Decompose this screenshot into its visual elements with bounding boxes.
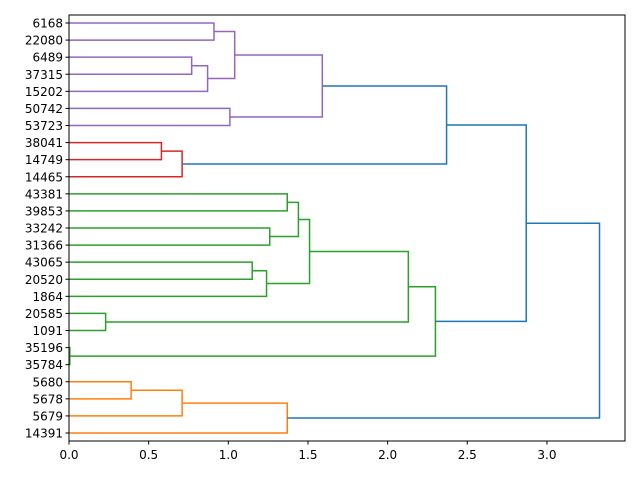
x-axis-ticks: 0.0 0.5 1.0 1.5 2.0 2.5 3.0 xyxy=(59,441,556,462)
leaf-label: 14749 xyxy=(25,153,63,167)
leaf-labels: 6168 22080 6489 37315 15202 50742 53723 38041 14… xyxy=(25,17,69,441)
leaf-label: 35196 xyxy=(25,341,63,355)
leaf-label: 5678 xyxy=(32,392,63,406)
leaf-label: 38041 xyxy=(25,136,63,150)
leaf-label: 15202 xyxy=(25,85,63,99)
leaf-label: 43381 xyxy=(25,187,63,201)
dendrogram-link xyxy=(69,22,215,41)
dendrogram-link xyxy=(182,85,448,165)
x-tick-label: 0.0 xyxy=(59,448,78,462)
dendrogram-link xyxy=(266,218,311,285)
leaf-label: 1864 xyxy=(32,290,63,304)
leaf-label: 31366 xyxy=(25,239,63,253)
dendrogram-link xyxy=(69,227,271,246)
dendrogram-link xyxy=(69,64,209,93)
leaf-label: 14465 xyxy=(25,170,63,184)
leaf-label: 5679 xyxy=(32,409,63,423)
leaf-label: 20585 xyxy=(25,307,63,321)
leaf-label: 43065 xyxy=(25,256,63,270)
leaf-label: 14391 xyxy=(25,427,63,441)
leaf-label: 33242 xyxy=(25,222,63,236)
x-tick-label: 1.0 xyxy=(219,448,238,462)
dendrogram-link xyxy=(105,250,410,323)
x-tick-label: 0.5 xyxy=(139,448,158,462)
leaf-label: 37315 xyxy=(25,68,63,82)
dendrogram-link xyxy=(287,222,601,419)
dendrogram-link xyxy=(69,285,437,357)
leaf-label: 20520 xyxy=(25,273,63,287)
leaf-label: 35784 xyxy=(25,358,63,372)
dendrogram-link xyxy=(435,124,527,323)
leaf-label: 5680 xyxy=(32,375,63,389)
x-tick-label: 2.5 xyxy=(458,448,477,462)
leaf-label: 53723 xyxy=(25,119,63,133)
leaf-label: 50742 xyxy=(25,102,63,116)
leaf-label: 39853 xyxy=(25,204,63,218)
dendrogram-link xyxy=(69,107,231,127)
dendrogram-link xyxy=(69,261,253,280)
dendrogram-link xyxy=(207,30,236,80)
dendrogram-link xyxy=(229,54,324,118)
dendrogram-link xyxy=(69,402,289,434)
leaf-label: 6168 xyxy=(32,17,63,31)
dendrogram-link xyxy=(69,150,183,178)
x-tick-label: 3.0 xyxy=(537,448,556,462)
dendrogram-links xyxy=(69,22,601,434)
x-tick-label: 1.5 xyxy=(298,448,317,462)
leaf-label: 22080 xyxy=(25,34,63,48)
dendrogram-link xyxy=(69,389,183,417)
leaf-label: 6489 xyxy=(32,51,63,65)
leaf-label: 1091 xyxy=(32,324,63,338)
dendrogram-link xyxy=(69,269,268,298)
dendrogram-link xyxy=(69,193,289,212)
dendrogram-link xyxy=(69,312,107,332)
dendrogram-link xyxy=(269,201,300,238)
x-tick-label: 2.0 xyxy=(378,448,397,462)
dendrogram-link xyxy=(69,141,163,161)
dendrogram-link xyxy=(69,381,132,400)
dendrogram-link xyxy=(69,56,193,75)
